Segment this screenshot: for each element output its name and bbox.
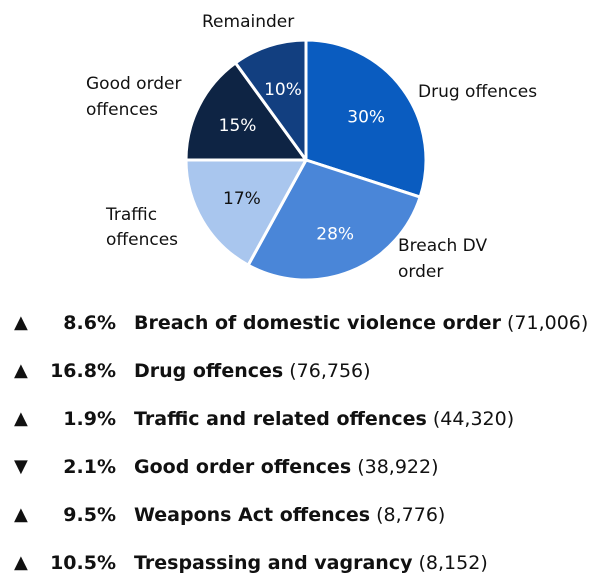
offence-name: Traffic and related offences [134, 408, 427, 430]
change-percent: 8.6% [63, 312, 116, 334]
offence-name: Trespassing and vagrancy [134, 552, 413, 574]
trend-up-icon: ▲ [14, 312, 28, 333]
offence-change-list: ▲ 8.6% Breach of domestic violence order… [0, 300, 614, 588]
change-percent: 1.9% [63, 408, 116, 430]
trend-up-icon: ▲ [14, 552, 28, 573]
pie-category-labels: Drug offences Breach DV order Traffic offenc… [86, 12, 537, 282]
offence-count: (8,152) [418, 552, 488, 574]
offence-count: (71,006) [506, 312, 589, 334]
offence-name: Weapons Act offences [134, 504, 371, 526]
offence-count: (8,776) [376, 504, 446, 526]
pie-slice-good-order-offences [184, 61, 308, 162]
pie-category-label-remainder: Remainder [202, 12, 294, 32]
change-description: Breach of domestic violence order (71,00… [134, 312, 588, 334]
change-row-breach-dv: ▲ 8.6% Breach of domestic violence order… [0, 300, 614, 348]
change-percent: 9.5% [63, 504, 116, 526]
pie-category-label-breach-dv-order: Breach DV order [398, 236, 487, 282]
trend-up-icon: ▲ [14, 360, 28, 381]
pie-value-label-remainder: 10% [264, 80, 302, 100]
trend-up-icon: ▲ [14, 504, 28, 525]
offence-name: Good order offences [134, 456, 352, 478]
change-row-drug: ▲ 16.8% Drug offences (76,756) [0, 348, 614, 396]
change-percent: 2.1% [63, 456, 116, 478]
pie-slice-traffic-offences [184, 158, 308, 267]
change-row-trespass: ▲ 10.5% Trespassing and vagrancy (8,152) [0, 540, 614, 588]
offence-name: Breach of domestic violence order [134, 312, 501, 334]
pie-value-labels: 30% 28% 17% 15% 10% [219, 80, 385, 244]
pie-category-label-good-order-offences: Good order offences [86, 74, 182, 120]
pie-category-label-traffic-offences: Traffic offences [105, 205, 178, 250]
pie-value-label-breach-dv-order: 28% [316, 225, 354, 245]
pie-slice-drug-offences [304, 38, 428, 199]
offence-count: (76,756) [289, 360, 371, 382]
change-row-good-order: ▼ 2.1% Good order offences (38,922) [0, 444, 614, 492]
change-row-traffic: ▲ 1.9% Traffic and related offences (44,… [0, 396, 614, 444]
offence-count: (38,922) [357, 456, 439, 478]
change-description: Weapons Act offences (8,776) [134, 504, 445, 526]
pie-value-label-drug-offences: 30% [347, 107, 385, 127]
offence-count: (44,320) [432, 408, 515, 430]
pie-value-label-traffic-offences: 17% [223, 189, 261, 209]
trend-down-icon: ▼ [14, 456, 28, 477]
change-percent: 16.8% [50, 360, 116, 382]
pie-chart: 30% 28% 17% 15% 10% Drug offences Breach DV or… [86, 12, 537, 282]
change-description: Trespassing and vagrancy (8,152) [134, 552, 488, 574]
change-description: Traffic and related offences (44,320) [134, 408, 514, 430]
change-percent: 10.5% [50, 552, 116, 574]
offence-name: Drug offences [134, 360, 284, 382]
pie-slices [184, 38, 428, 282]
pie-slice-remainder [233, 38, 308, 162]
pie-category-label-drug-offences: Drug offences [418, 82, 537, 102]
trend-up-icon: ▲ [14, 408, 28, 429]
pie-value-label-good-order-offences: 15% [219, 116, 257, 136]
change-row-weapons: ▲ 9.5% Weapons Act offences (8,776) [0, 492, 614, 540]
change-description: Good order offences (38,922) [134, 456, 439, 478]
change-description: Drug offences (76,756) [134, 360, 371, 382]
